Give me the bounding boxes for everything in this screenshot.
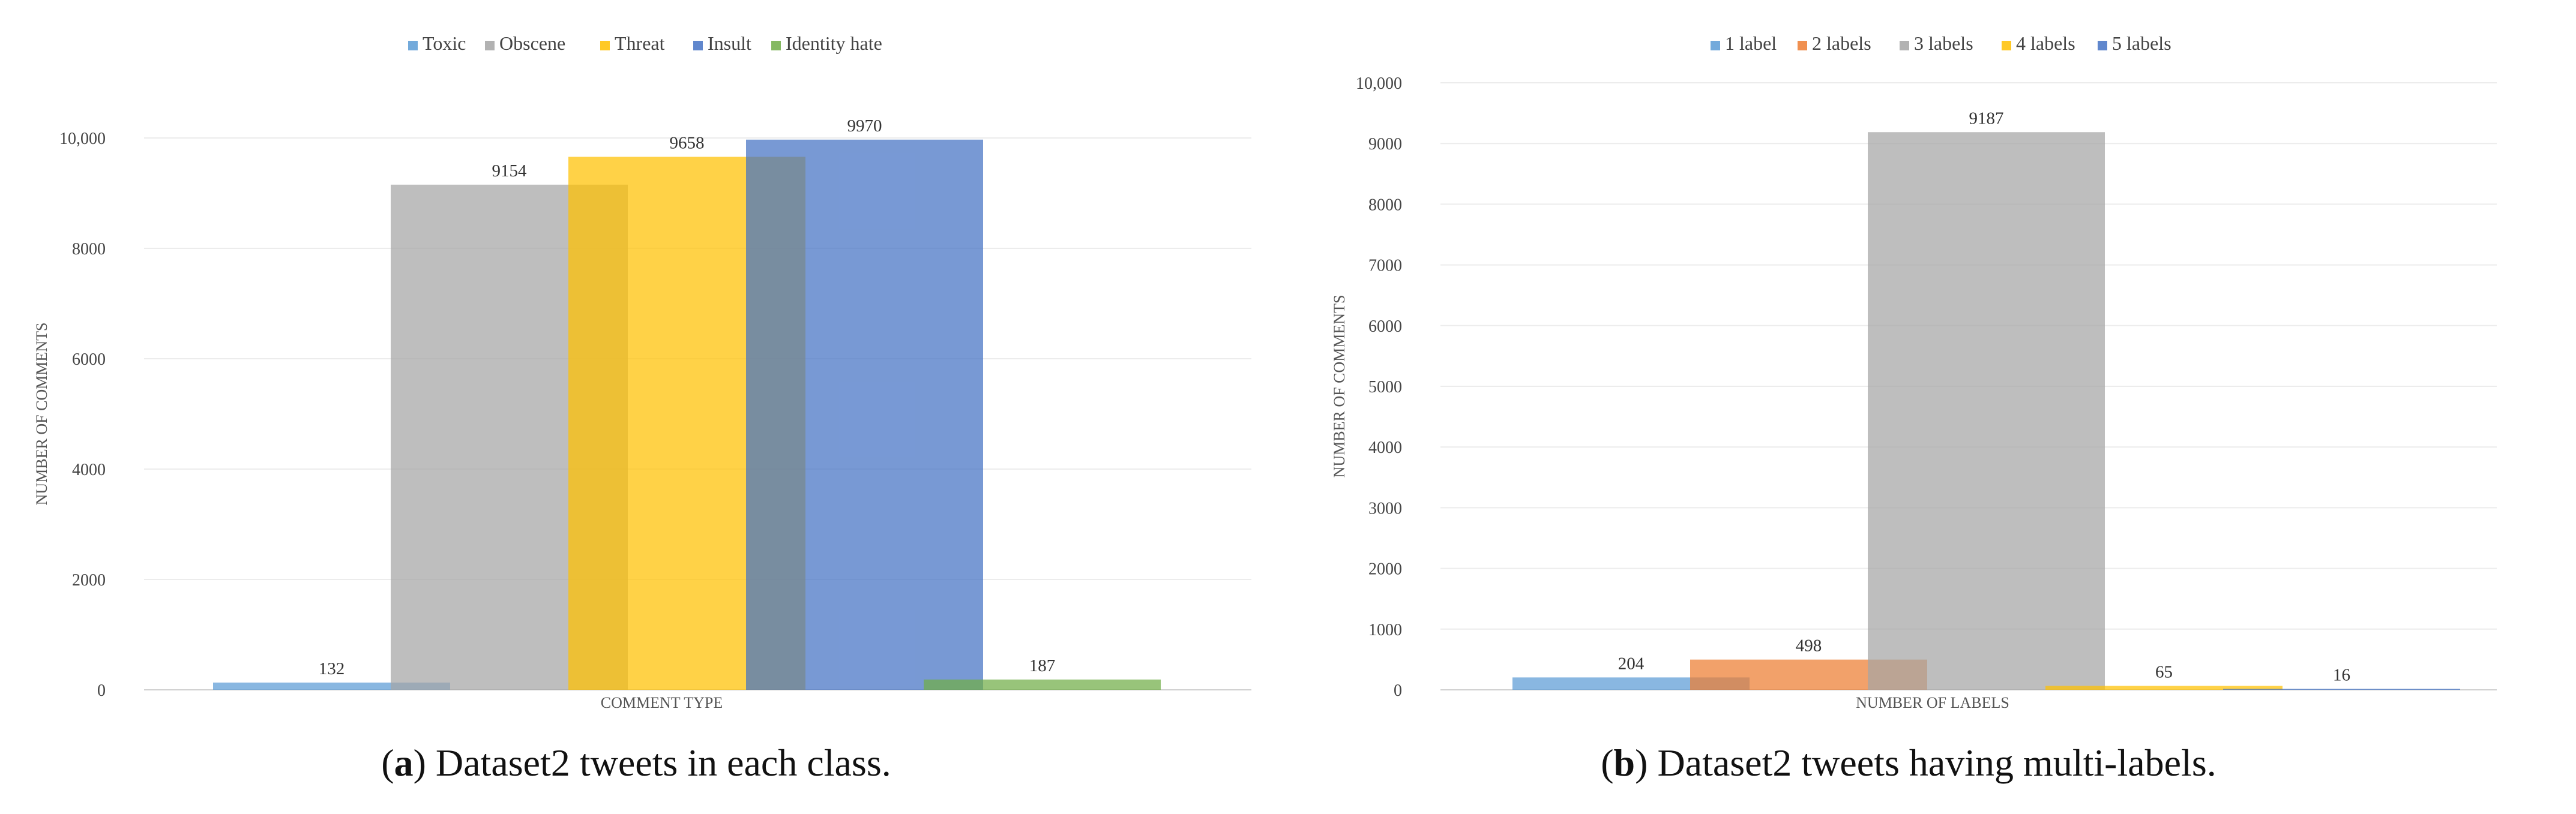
panel-b-legend-label: 1 label: [1725, 32, 1777, 54]
panel-a-legend-swatch: [600, 41, 610, 50]
panel-b-legend-swatch: [1798, 41, 1807, 50]
caption-b-letter: b: [1613, 741, 1636, 784]
panel-a-ytick-label: 10,000: [59, 130, 106, 148]
panel-a-legend-swatch: [771, 41, 781, 50]
panel-a-legend-label: Obscene: [499, 32, 565, 54]
panel-b-ytick-label: 3000: [1368, 499, 1402, 518]
caption-a-text: ) Dataset2 tweets in each class.: [413, 741, 891, 784]
panel-b-data-label: 204: [1618, 654, 1645, 673]
panel-a-x-axis-label: COMMENT TYPE: [601, 694, 723, 711]
panel-b-ytick-label: 4000: [1368, 438, 1402, 457]
panel-b-data-label: 65: [2155, 662, 2173, 681]
panel-a-data-label: 9970: [847, 116, 882, 136]
panel-b-ytick-label: 1000: [1368, 621, 1402, 639]
panel-b-legend-swatch: [2002, 41, 2011, 50]
panel-a-legend-label: Toxic: [423, 32, 466, 54]
panel-b-data-label: 498: [1796, 636, 1822, 656]
panel-a-ytick-label: 4000: [72, 461, 106, 479]
caption-a: (a) Dataset2 tweets in each class.: [381, 741, 891, 784]
panel-a-data-label: 9658: [670, 133, 705, 152]
caption-a-letter: a: [394, 741, 414, 784]
panel-a-bar-identity-hate: [924, 679, 1161, 690]
panel-b-data-label: 9187: [1969, 109, 2004, 128]
panel-b-bar-5-labels: [2223, 689, 2460, 690]
panel-b-bar-3-labels: [1868, 132, 2105, 690]
panel-b-ytick-label: 7000: [1368, 257, 1402, 275]
panel-a-ytick-label: 0: [97, 681, 106, 700]
panel-b-ytick-label: 10,000: [1356, 74, 1402, 93]
panel-a-data-label: 187: [1029, 656, 1056, 675]
panel-a-legend-label: Insult: [708, 32, 751, 54]
panel-a-data-label: 9154: [492, 161, 528, 181]
caption-b-text: ) Dataset2 tweets having multi-labels.: [1635, 741, 2216, 784]
panel-b-ytick-label: 5000: [1368, 378, 1402, 397]
panel-b-ytick-label: 0: [1394, 681, 1402, 700]
panel-b-legend-label: 4 labels: [2016, 32, 2075, 54]
panel-b-ytick-label: 6000: [1368, 317, 1402, 336]
panel-a-ytick-label: 8000: [72, 240, 106, 259]
panel-a-ytick-label: 2000: [72, 571, 106, 590]
panel-a-ytick-label: 6000: [72, 350, 106, 369]
panel-a-bar-insult: [746, 139, 983, 690]
panel-b-ytick-label: 2000: [1368, 560, 1402, 579]
panel-b-legend-label: 5 labels: [2112, 32, 2171, 54]
panel-b-legend-swatch: [1900, 41, 1909, 50]
panel-a-legend-swatch: [693, 41, 703, 50]
panel-a-legend-swatch: [408, 41, 418, 50]
panel-b-ytick-label: 9000: [1368, 135, 1402, 154]
panel-b-legend-swatch: [2098, 41, 2107, 50]
panel-b-legend-swatch: [1711, 41, 1720, 50]
panel-b-legend-label: 3 labels: [1914, 32, 1973, 54]
panel-b-legend-label: 2 labels: [1812, 32, 1871, 54]
panel-b-ytick-label: 8000: [1368, 196, 1402, 214]
panel-a-data-label: 132: [319, 659, 345, 678]
panel-b-bar-4-labels: [2045, 686, 2283, 690]
panel-b-y-axis-label: NUMBER OF COMMENTS: [1331, 295, 1348, 478]
panel-b-x-axis-label: NUMBER OF LABELS: [1856, 694, 2009, 711]
caption-b: (b) Dataset2 tweets having multi-labels.: [1601, 741, 2216, 784]
panel-b-data-label: 16: [2333, 665, 2350, 684]
panel-a-legend-swatch: [485, 41, 495, 50]
panel-a-y-axis-label: NUMBER OF COMMENTS: [33, 323, 50, 506]
panel-a-legend-label: Identity hate: [786, 32, 882, 54]
panel-a-legend-label: Threat: [615, 32, 665, 54]
